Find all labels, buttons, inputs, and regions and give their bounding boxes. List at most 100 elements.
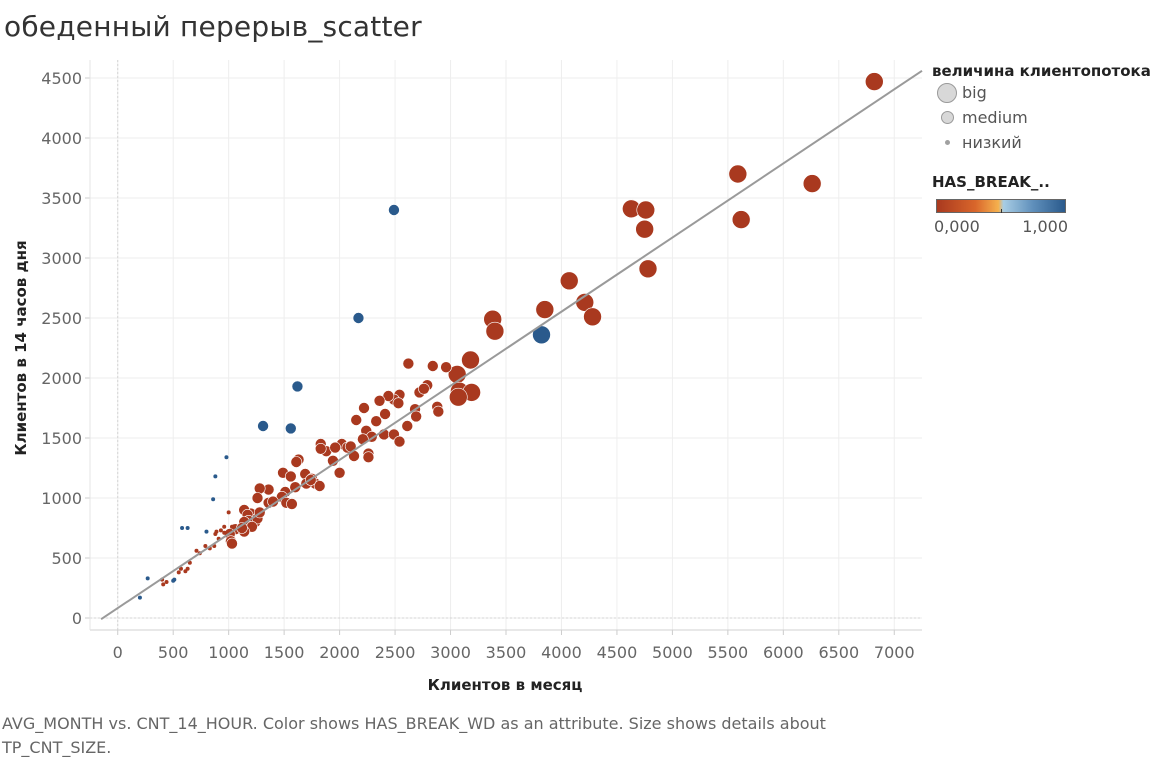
y-tick-label: 2500 [41, 309, 82, 328]
x-tick-labels: 0 500 1000 1500 2000 2500 3000 3500 4000 4500 5000… [113, 643, 915, 662]
data-point[interactable] [213, 474, 218, 479]
x-tick-label: 4000 [541, 643, 582, 662]
data-point[interactable] [448, 387, 468, 407]
x-tick-label: 500 [158, 643, 189, 662]
y-tick-label: 0 [72, 609, 82, 628]
data-point[interactable] [392, 397, 405, 410]
data-point[interactable] [382, 390, 395, 402]
circle-small-icon [932, 140, 962, 145]
data-point[interactable] [638, 259, 658, 279]
data-point[interactable] [284, 470, 297, 483]
data-point[interactable] [164, 580, 169, 584]
data-point[interactable] [535, 300, 555, 319]
data-point[interactable] [178, 566, 183, 571]
data-point[interactable] [229, 524, 234, 529]
data-point[interactable] [290, 456, 303, 468]
data-point[interactable] [286, 498, 298, 510]
y-axis-label: Клиентов в 14 часов дня [12, 240, 30, 455]
y-tick-label: 2000 [41, 369, 82, 388]
data-point[interactable] [802, 174, 822, 193]
data-point[interactable] [440, 361, 452, 374]
data-point[interactable] [253, 482, 266, 495]
data-point[interactable] [226, 537, 238, 550]
data-point[interactable] [185, 526, 190, 530]
x-tick-label: 1500 [264, 643, 305, 662]
color-legend-title: HAS_BREAK_.. [932, 173, 1050, 191]
data-point[interactable] [636, 200, 656, 220]
data-point[interactable] [313, 480, 326, 492]
chart-title: обеденный перерыв_scatter [4, 10, 422, 43]
size-legend-label: medium [962, 108, 1028, 127]
data-point[interactable] [211, 497, 216, 502]
data-point[interactable] [203, 544, 208, 548]
data-point[interactable] [314, 442, 327, 455]
y-tick-label: 3000 [41, 249, 82, 268]
data-point[interactable] [388, 204, 400, 216]
x-tick-label: 5500 [708, 643, 749, 662]
data-point[interactable] [194, 548, 199, 553]
y-tick-labels: 0 500 1000 1500 2000 2500 3000 3500 4000 4500 [41, 69, 82, 628]
data-point[interactable] [426, 360, 439, 372]
size-legend-title: величина клиентопотока [932, 62, 1151, 80]
x-axis-label: Клиентов в месяц [428, 676, 583, 694]
data-point[interactable] [370, 415, 383, 428]
color-gradient-bar[interactable] [936, 199, 1066, 213]
data-point[interactable] [222, 530, 227, 535]
data-point[interactable] [864, 72, 884, 91]
data-point[interactable] [224, 455, 229, 460]
data-point[interactable] [214, 529, 219, 534]
data-point[interactable] [352, 312, 365, 324]
size-legend-item-small[interactable]: низкий [932, 130, 1156, 155]
x-tick-label: 6000 [763, 643, 804, 662]
y-tick-label: 4000 [41, 129, 82, 148]
data-point[interactable] [289, 481, 302, 494]
data-point[interactable] [329, 441, 341, 454]
chart-caption: AVG_MONTH vs. CNT_14_HOUR. Color shows H… [2, 714, 826, 757]
data-point[interactable] [226, 510, 231, 515]
size-legend-item-big[interactable]: big [932, 80, 1156, 105]
data-point[interactable] [401, 420, 414, 432]
x-tick-label: 4500 [597, 643, 638, 662]
data-point[interactable] [222, 524, 227, 529]
data-point[interactable] [461, 350, 480, 370]
data-point[interactable] [218, 528, 223, 533]
data-point[interactable] [180, 526, 185, 530]
data-point[interactable] [176, 570, 181, 575]
data-point[interactable] [137, 595, 142, 600]
data-point[interactable] [145, 576, 150, 581]
data-point[interactable] [559, 271, 579, 291]
x-tick-label: 1000 [208, 643, 249, 662]
data-point[interactable] [418, 382, 430, 395]
data-point[interactable] [185, 566, 190, 571]
data-point[interactable] [171, 578, 176, 583]
data-point[interactable] [583, 307, 602, 327]
axes [85, 60, 922, 635]
data-point[interactable] [402, 357, 415, 370]
data-point[interactable] [350, 414, 363, 426]
data-point[interactable] [284, 422, 297, 435]
data-point[interactable] [373, 394, 386, 407]
trend-line[interactable] [100, 69, 923, 621]
y-tick-label: 1000 [41, 489, 82, 508]
data-point[interactable] [635, 219, 654, 239]
data-point[interactable] [161, 582, 166, 587]
data-point[interactable] [291, 380, 304, 393]
data-point[interactable] [333, 466, 346, 479]
data-point[interactable] [187, 560, 192, 565]
data-point[interactable] [731, 210, 751, 229]
data-point[interactable] [410, 410, 422, 423]
data-point[interactable] [204, 529, 209, 534]
data-point[interactable] [379, 408, 391, 420]
x-tick-label: 0 [113, 643, 123, 662]
data-point[interactable] [257, 420, 269, 432]
data-point[interactable] [393, 435, 406, 448]
data-point[interactable] [251, 492, 264, 504]
data-point[interactable] [357, 433, 369, 446]
data-point[interactable] [432, 405, 445, 418]
data-point[interactable] [362, 451, 375, 464]
data-point[interactable] [358, 402, 370, 414]
x-tick-label: 2000 [319, 643, 360, 662]
data-point[interactable] [485, 321, 505, 341]
data-point[interactable] [728, 164, 748, 184]
size-legend-item-medium[interactable]: medium [932, 105, 1156, 130]
